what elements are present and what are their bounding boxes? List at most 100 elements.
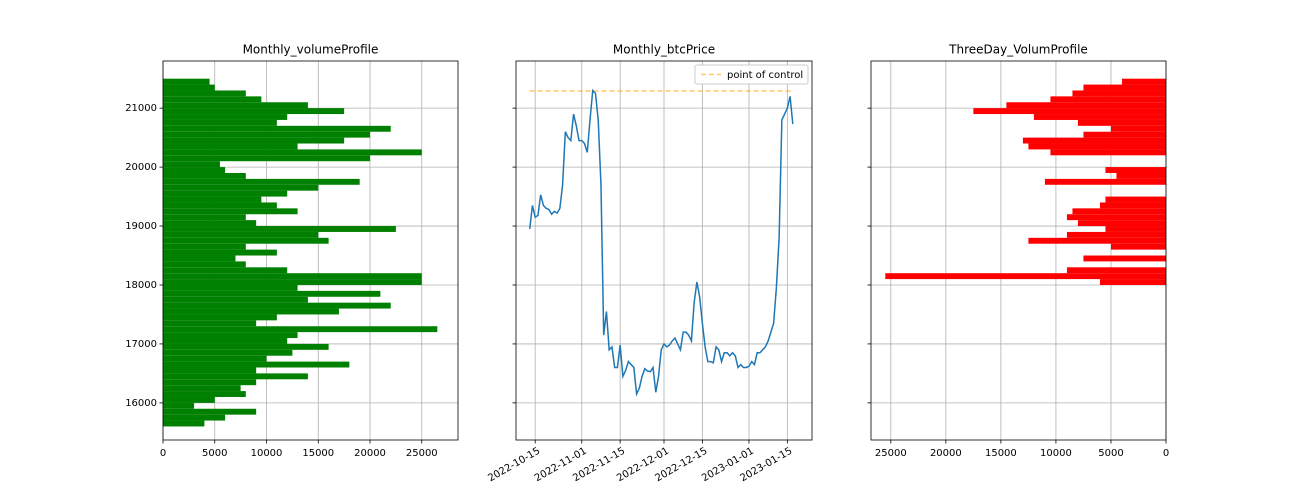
- bar: [1044, 178, 1166, 185]
- x-tick-label: 20000: [354, 448, 386, 459]
- price-line: [528, 88, 794, 397]
- bar: [973, 108, 1166, 115]
- bar: [163, 137, 345, 144]
- y-tick-label: 19000: [125, 221, 157, 232]
- bar: [163, 379, 257, 386]
- bar: [163, 178, 360, 185]
- x-tick-label: 25000: [875, 448, 907, 459]
- bar: [1033, 114, 1166, 120]
- x-tick-label: 25000: [406, 448, 438, 459]
- bar: [163, 208, 298, 215]
- bar: [163, 125, 391, 132]
- bar: [1099, 279, 1166, 285]
- bar: [1116, 172, 1166, 179]
- bar: [163, 96, 262, 103]
- bar: [163, 78, 210, 85]
- bar: [1050, 96, 1166, 103]
- bar: [163, 308, 339, 315]
- bar: [163, 149, 422, 156]
- panel: ThreeDay_VolumProfile 25000 20000 15000 1000…: [867, 43, 1169, 459]
- legend-label: point of control: [727, 70, 803, 81]
- x-tick-label: 15000: [302, 448, 334, 459]
- x-tick-label: 20000: [930, 448, 962, 459]
- bar: [163, 102, 308, 109]
- bar: [163, 190, 288, 197]
- panel: Monthly_btcPrice2022-10-152022-11-012022…: [486, 43, 813, 484]
- bar: [1121, 78, 1166, 85]
- bar: [1006, 102, 1166, 109]
- bar: [163, 343, 329, 350]
- bar: [1099, 202, 1166, 209]
- bar: [163, 243, 246, 250]
- bar: [1105, 196, 1166, 203]
- bar: [163, 338, 288, 344]
- bar: [163, 367, 257, 374]
- bar: [163, 302, 391, 309]
- bar: [163, 314, 277, 321]
- bar: [163, 220, 257, 227]
- y-tick-label: 17000: [125, 339, 157, 350]
- bar: [1105, 167, 1166, 173]
- bar: [163, 226, 396, 232]
- x-tick-label: 0: [160, 448, 166, 459]
- bar: [1077, 220, 1166, 227]
- bar: [163, 119, 277, 126]
- bar: [1072, 90, 1166, 97]
- bar: [163, 155, 371, 162]
- y-tick-label: 16000: [125, 398, 157, 409]
- bar: [1028, 237, 1166, 244]
- bar: [163, 361, 350, 368]
- bar: [163, 332, 298, 339]
- bar: [163, 114, 288, 120]
- x-tick-label: 10000: [251, 448, 283, 459]
- bar: [163, 391, 246, 397]
- panel-title: Monthly_volumeProfile: [243, 43, 379, 57]
- bar: [163, 261, 246, 268]
- bar: [163, 296, 308, 303]
- y-tick-label: 18000: [125, 280, 157, 291]
- x-tick-label: 0: [1163, 448, 1169, 459]
- bar: [1083, 84, 1166, 91]
- bar: [1110, 125, 1166, 132]
- bar: [1028, 143, 1166, 150]
- bar: [163, 279, 422, 285]
- axes-frame: [515, 60, 813, 441]
- bar: [163, 108, 345, 115]
- panel-title: Monthly_btcPrice: [613, 43, 715, 57]
- bar: [163, 414, 226, 421]
- bar: [163, 355, 267, 362]
- bar: [1077, 119, 1166, 126]
- bar: [163, 249, 277, 256]
- x-tick-label: 15000: [985, 448, 1017, 459]
- x-tick-label: 5000: [1098, 448, 1123, 459]
- axes-frame: [870, 60, 1167, 441]
- bar: [163, 326, 438, 333]
- bar: [1083, 131, 1166, 138]
- bar: [1066, 231, 1166, 238]
- bar: [163, 373, 308, 380]
- bar: [163, 161, 220, 168]
- bar: [163, 202, 277, 209]
- bar: [163, 349, 293, 356]
- bar: [163, 290, 381, 297]
- bar: [1110, 243, 1166, 250]
- bar: [163, 320, 257, 327]
- y-tick-label: 20000: [125, 162, 157, 173]
- bar: [1050, 149, 1166, 156]
- bar: [1083, 255, 1166, 262]
- bar: [163, 90, 246, 97]
- bar: [1105, 226, 1166, 232]
- bar: [163, 237, 329, 244]
- bar: [163, 385, 241, 392]
- bar: [163, 396, 215, 403]
- bar: [163, 273, 422, 280]
- x-tick-label: 10000: [1040, 448, 1072, 459]
- bar: [163, 420, 205, 427]
- bar: [163, 196, 262, 203]
- y-tick-label: 21000: [125, 103, 157, 114]
- bar: [1066, 214, 1166, 221]
- bar: [163, 231, 319, 238]
- bar: [163, 255, 236, 262]
- legend-box: [694, 64, 809, 85]
- panel-title: ThreeDay_VolumProfile: [948, 43, 1088, 57]
